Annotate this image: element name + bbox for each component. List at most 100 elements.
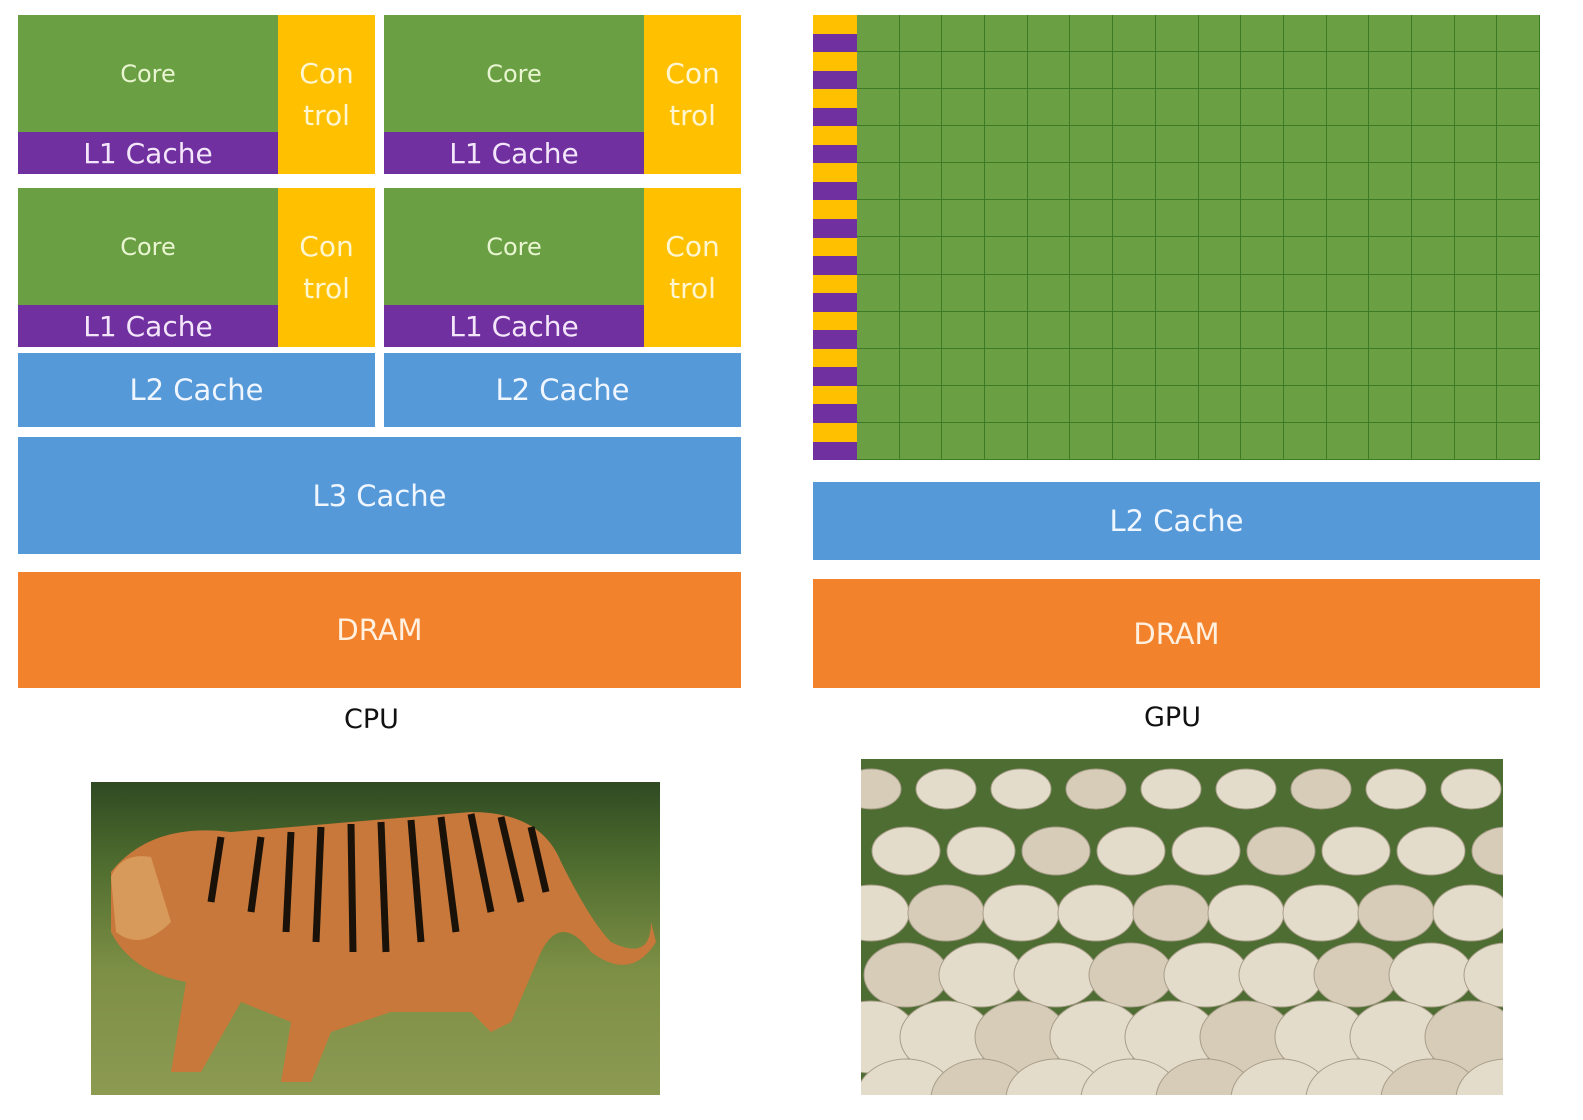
gpu-core-cell: [942, 237, 986, 275]
gpu-core-cell: [1326, 126, 1370, 164]
gpu-core-cell: [1326, 52, 1370, 90]
gpu-core-cell: [942, 163, 986, 201]
gpu-core-cell: [1070, 15, 1114, 53]
control-text-2: trol: [303, 271, 350, 305]
cpu-core: Core: [18, 15, 278, 132]
gpu-core-cell: [857, 89, 900, 127]
cpu-core: Core: [18, 188, 278, 305]
cpu-control: Con trol: [644, 188, 741, 347]
gpu-core-cell: [1241, 89, 1284, 127]
gpu-core-cell: [857, 385, 900, 423]
sheep: [1080, 1058, 1182, 1095]
gpu-core-cell: [1454, 237, 1498, 275]
sheep: [938, 942, 1024, 1008]
gpu-core-cell: [1113, 89, 1156, 127]
gpu-core-cell: [1326, 89, 1370, 127]
gpu-core-cell: [1497, 237, 1540, 275]
gpu-core-cell: [1198, 348, 1242, 386]
cpu-l1-cache: L1 Cache: [18, 305, 278, 347]
gpu-core-cell: [857, 126, 900, 164]
sheep: [1005, 1058, 1107, 1095]
gpu-core-cell: [1155, 237, 1199, 275]
sheep: [1440, 768, 1502, 810]
sheep: [1171, 826, 1241, 876]
sheep: [1282, 884, 1360, 942]
gpu-core-cell: [1155, 52, 1199, 90]
gpu-l1-cell: [813, 144, 857, 164]
gpu-core-cell: [1113, 274, 1156, 312]
gpu-core-cell: [1113, 348, 1156, 386]
gpu-core-cell: [1241, 274, 1284, 312]
gpu-control-cell: [813, 52, 857, 71]
gpu-l1-cell: [813, 293, 857, 312]
gpu-core-cell: [1411, 200, 1455, 238]
gpu-control-cell: [813, 274, 857, 294]
gpu-control-cell: [813, 348, 857, 368]
gpu-l1-cell: [813, 70, 857, 90]
control-text-1: Con: [665, 56, 720, 90]
cpu-core: Core: [384, 15, 644, 132]
cpu-control: Con trol: [278, 188, 375, 347]
sheep: [861, 884, 910, 942]
gpu-core-cell: [899, 422, 943, 460]
sheep: [946, 826, 1016, 876]
gpu-core-cell: [1241, 422, 1284, 460]
gpu-core-cell: [1070, 422, 1114, 460]
gpu-core-cell: [1241, 385, 1284, 423]
sheep: [1321, 826, 1391, 876]
gpu-core-cell: [1283, 385, 1327, 423]
gpu-dram: DRAM: [813, 579, 1540, 688]
gpu-core-cell: [1070, 311, 1114, 349]
gpu-core-cell: [1369, 163, 1412, 201]
gpu-core-cell: [942, 15, 986, 53]
gpu-core-cell: [1326, 274, 1370, 312]
gpu-core-cell: [1454, 89, 1498, 127]
gpu-l1-cell: [813, 441, 857, 461]
gpu-core-cell: [1070, 126, 1114, 164]
gpu-core-cell: [942, 348, 986, 386]
gpu-core-cell: [1198, 274, 1242, 312]
gpu-core-cell: [1411, 385, 1455, 423]
gpu-core-cell: [1454, 200, 1498, 238]
gpu-core-cell: [1411, 89, 1455, 127]
gpu-core-cell: [1283, 422, 1327, 460]
gpu-core-cell: [1369, 237, 1412, 275]
gpu-core-cell: [985, 237, 1028, 275]
gpu-core-cell: [899, 52, 943, 90]
sheep: [1313, 942, 1399, 1008]
cpu-control: Con trol: [644, 15, 741, 174]
gpu-core-cell: [857, 52, 900, 90]
gpu-core-cell: [985, 52, 1028, 90]
gpu-core-cell: [1326, 237, 1370, 275]
gpu-control-cell: [813, 311, 857, 331]
gpu-core-cell: [985, 200, 1028, 238]
gpu-core-cell: [985, 15, 1028, 53]
gpu-control-l1-strip: [813, 15, 857, 461]
gpu-control-cell: [813, 89, 857, 108]
gpu-core-cell: [1454, 311, 1498, 349]
gpu-core-cell: [899, 385, 943, 423]
gpu-l1-cell: [813, 219, 857, 238]
gpu-core-cell: [1497, 200, 1540, 238]
gpu-core-cell: [1369, 422, 1412, 460]
gpu-core-cell: [1155, 200, 1199, 238]
gpu-core-cell: [1198, 200, 1242, 238]
gpu-core-cell: [899, 274, 943, 312]
gpu-core-cell: [857, 422, 900, 460]
sheep: [1155, 1058, 1257, 1095]
gpu-core-cell: [1411, 163, 1455, 201]
gpu-core-cell: [899, 163, 943, 201]
gpu-core-grid: [857, 15, 1540, 460]
gpu-core-cell: [1369, 89, 1412, 127]
gpu-core-cell: [1198, 422, 1242, 460]
gpu-core-cell: [857, 274, 900, 312]
sheep: [915, 768, 977, 810]
gpu-core-cell: [1497, 163, 1540, 201]
gpu-core-cell: [1027, 311, 1071, 349]
gpu-core-cell: [1198, 311, 1242, 349]
gpu-control-cell: [813, 15, 857, 34]
gpu-core-cell: [1113, 126, 1156, 164]
gpu-core-cell: [985, 311, 1028, 349]
gpu-core-cell: [1113, 200, 1156, 238]
gpu-core-cell: [1283, 89, 1327, 127]
